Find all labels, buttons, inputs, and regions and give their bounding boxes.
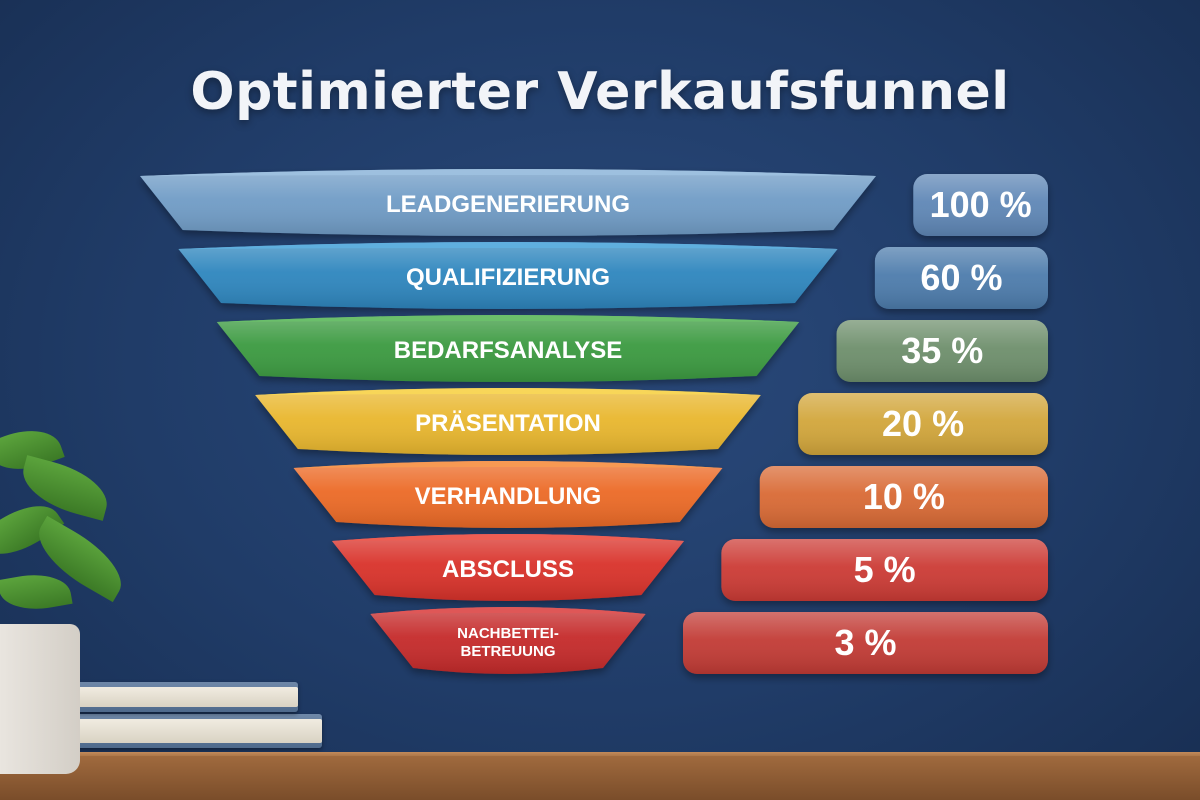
stage-rim xyxy=(140,169,876,176)
stage-label-line: BETREUUNG xyxy=(460,643,555,660)
book-bottom xyxy=(56,714,322,748)
stage-label: LEADGENERIERUNG xyxy=(386,191,630,218)
stage-gloss xyxy=(370,607,646,674)
stage-gloss xyxy=(178,242,838,309)
stage-rim xyxy=(331,534,685,541)
percentage-pill: 3 % xyxy=(683,612,1048,674)
pill-gloss xyxy=(759,466,1048,528)
funnel-stage: NACHBETTEI-BETREUUNG xyxy=(370,607,646,674)
percentage-pill: 20 % xyxy=(798,393,1048,455)
stage-gloss xyxy=(293,461,723,528)
funnel-stage: BEDARFSANALYSE xyxy=(216,315,800,382)
pill-gloss xyxy=(836,320,1048,382)
percentage-label: 10 % xyxy=(863,476,945,517)
funnel-stage: ABSCLUSS xyxy=(331,534,685,601)
percentage-label: 60 % xyxy=(920,257,1002,298)
stage-label: PRÄSENTATION xyxy=(415,410,601,437)
stage-label-line: LEADGENERIERUNG xyxy=(386,191,630,218)
stage-label: BEDARFSANALYSE xyxy=(394,337,622,364)
stage-gloss xyxy=(140,169,876,236)
book-top xyxy=(72,682,298,712)
stage-label: NACHBETTEI-BETREUUNG xyxy=(457,625,559,660)
shelf xyxy=(0,756,1200,800)
funnel-stage: LEADGENERIERUNG xyxy=(140,169,876,236)
stage-rim xyxy=(178,242,838,249)
pill-gloss xyxy=(913,174,1048,236)
percentage-pill: 60 % xyxy=(874,247,1048,309)
page-title: Optimierter Verkaufsfunnel xyxy=(190,62,1010,122)
stage-label-line: QUALIFIZIERUNG xyxy=(406,264,610,291)
stage-label: ABSCLUSS xyxy=(442,556,574,583)
percentage-label: 5 % xyxy=(854,549,916,590)
funnel-stage: QUALIFIZIERUNG xyxy=(178,242,838,309)
stage-gloss xyxy=(216,315,800,382)
percentage-label: 100 % xyxy=(930,184,1032,225)
pill-gloss xyxy=(798,393,1048,455)
percentage-label: 35 % xyxy=(901,330,983,371)
pill-gloss xyxy=(683,612,1048,674)
stage-label-line: VERHANDLUNG xyxy=(415,483,602,510)
stage-label: QUALIFIZIERUNG xyxy=(406,264,610,291)
funnel-stage: VERHANDLUNG xyxy=(293,461,723,528)
percentage-pill: 100 % xyxy=(913,174,1048,236)
percentage-label: 20 % xyxy=(882,403,964,444)
funnel-stage: PRÄSENTATION xyxy=(255,388,761,455)
stage-label: VERHANDLUNG xyxy=(415,483,602,510)
stage-label-line: NACHBETTEI- xyxy=(457,625,559,642)
stage-rim xyxy=(293,461,723,468)
flower-pot xyxy=(0,624,80,774)
stage-label-line: PRÄSENTATION xyxy=(415,410,601,437)
percentage-pill: 35 % xyxy=(836,320,1048,382)
percentage-pill: 10 % xyxy=(759,466,1048,528)
percentage-label: 3 % xyxy=(834,622,896,663)
stage-gloss xyxy=(255,388,761,455)
stage-label-line: ABSCLUSS xyxy=(442,556,574,583)
stage-label-line: BEDARFSANALYSE xyxy=(394,337,622,364)
stage-rim xyxy=(370,607,646,614)
stage-rim xyxy=(216,315,800,322)
pill-gloss xyxy=(721,539,1048,601)
stage-rim xyxy=(255,388,761,395)
pill-gloss xyxy=(874,247,1048,309)
stage-gloss xyxy=(331,534,685,601)
percentage-pill: 5 % xyxy=(721,539,1048,601)
